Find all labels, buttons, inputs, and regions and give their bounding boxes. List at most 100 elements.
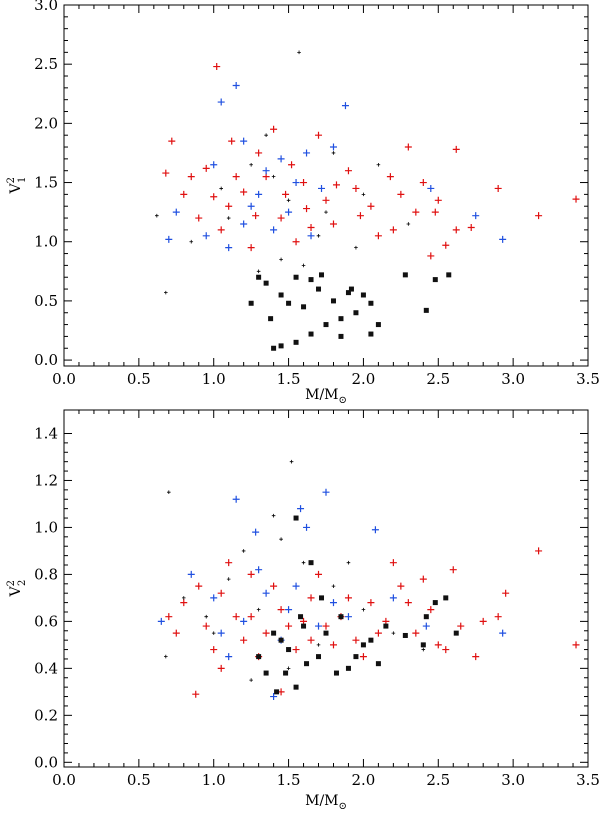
data-point-red [374, 232, 382, 240]
data-point-blue [499, 235, 507, 243]
data-point-red [210, 193, 218, 201]
data-point-black-plus [286, 666, 291, 671]
data-point-black-square [368, 300, 374, 306]
y-tick-label: 0.5 [34, 292, 58, 310]
data-point-blue [202, 232, 210, 240]
data-point-blue [277, 155, 285, 163]
series-red [165, 547, 580, 698]
data-point-red [307, 594, 315, 602]
data-point-red [367, 599, 375, 607]
data-point-blue [307, 232, 315, 240]
data-point-black-square [248, 300, 254, 306]
data-point-black-plus [279, 257, 283, 262]
data-point-red [303, 205, 311, 213]
data-point-black-plus [219, 186, 223, 191]
y-tick-label: 0.0 [34, 753, 58, 771]
data-point-black-square [274, 689, 280, 695]
x-tick-label: 2.0 [351, 771, 375, 789]
data-point-red [315, 131, 323, 139]
data-point-black-square [286, 300, 292, 306]
x-tick-label: 1.0 [202, 771, 226, 789]
data-point-red [228, 137, 236, 145]
data-point-red [180, 599, 188, 607]
data-point-red [247, 244, 255, 252]
data-point-red [404, 599, 412, 607]
data-point-red [452, 145, 460, 153]
data-point-red [535, 547, 543, 555]
data-point-black-square [308, 560, 314, 566]
data-point-red [277, 606, 285, 614]
y-tick-label: 1.0 [34, 518, 58, 536]
data-point-red [535, 212, 543, 220]
data-point-black-plus [181, 596, 186, 600]
data-point-black-plus [164, 654, 168, 659]
data-point-black-square [345, 665, 351, 671]
y-tick-label: 0.8 [34, 565, 58, 583]
data-point-red [162, 169, 170, 177]
data-point-blue [285, 208, 293, 216]
data-point-red [262, 629, 270, 637]
data-point-black-square [323, 322, 329, 328]
data-point-black-square [308, 331, 314, 337]
data-point-black-plus [204, 614, 209, 619]
data-point-red [195, 582, 203, 590]
data-point-blue [225, 653, 233, 661]
data-point-red [329, 641, 337, 649]
data-point-black-plus [189, 239, 194, 244]
data-point-red [374, 629, 382, 637]
y-axis-label: V22 [6, 580, 28, 598]
data-point-red [419, 179, 427, 187]
data-point-black-plus [164, 290, 168, 295]
series-black-square [256, 515, 459, 695]
data-point-black-square [348, 286, 354, 292]
data-point-black-square [432, 600, 438, 606]
data-point-black-plus [226, 216, 231, 220]
data-point-blue [270, 226, 278, 234]
data-point-black-square [423, 614, 429, 620]
data-point-blue [240, 617, 248, 625]
data-point-black-plus [361, 192, 366, 197]
data-point-black-plus [264, 133, 268, 137]
data-point-red [240, 188, 248, 196]
data-point-red [457, 622, 465, 630]
data-point-black-square [345, 290, 351, 296]
data-point-black-square [368, 331, 374, 337]
data-point-black-plus [286, 198, 291, 203]
series-black-square [248, 272, 452, 351]
data-point-black-square [256, 654, 262, 660]
data-point-black-square [338, 333, 344, 339]
data-point-black-square [375, 322, 381, 328]
data-point-black-plus [289, 459, 294, 464]
y-tick-label: 0.0 [34, 351, 58, 369]
data-point-blue [292, 179, 300, 187]
data-point-black-plus [331, 584, 336, 588]
x-tick-label: 1.0 [202, 370, 226, 388]
data-point-black-square [443, 595, 449, 601]
data-point-black-plus [271, 174, 276, 179]
data-point-black-square [420, 642, 426, 648]
data-point-red [277, 214, 285, 222]
data-point-black-square [402, 632, 408, 638]
data-point-black-square [278, 343, 284, 349]
y-tick-label: 0.2 [34, 706, 58, 724]
data-point-red [442, 241, 450, 249]
data-point-red [434, 196, 442, 204]
data-point-blue [217, 629, 225, 637]
data-point-red [389, 226, 397, 234]
data-point-black-plus [155, 213, 159, 218]
data-point-black-plus [211, 631, 216, 635]
data-point-red [322, 622, 330, 630]
data-point-black-plus [376, 162, 381, 167]
y-tick-label: 2.0 [34, 114, 58, 132]
data-point-blue [315, 622, 323, 630]
data-point-black-square [323, 630, 329, 636]
data-point-blue [247, 202, 255, 210]
data-point-black-plus [316, 234, 321, 238]
y-tick-label: 1.2 [34, 471, 58, 489]
series-black-plus [164, 459, 426, 682]
data-point-red [427, 252, 435, 260]
data-point-blue [232, 81, 240, 89]
data-point-red [467, 224, 475, 232]
data-point-red [247, 570, 255, 578]
y-tick-label: 2.5 [34, 55, 58, 73]
